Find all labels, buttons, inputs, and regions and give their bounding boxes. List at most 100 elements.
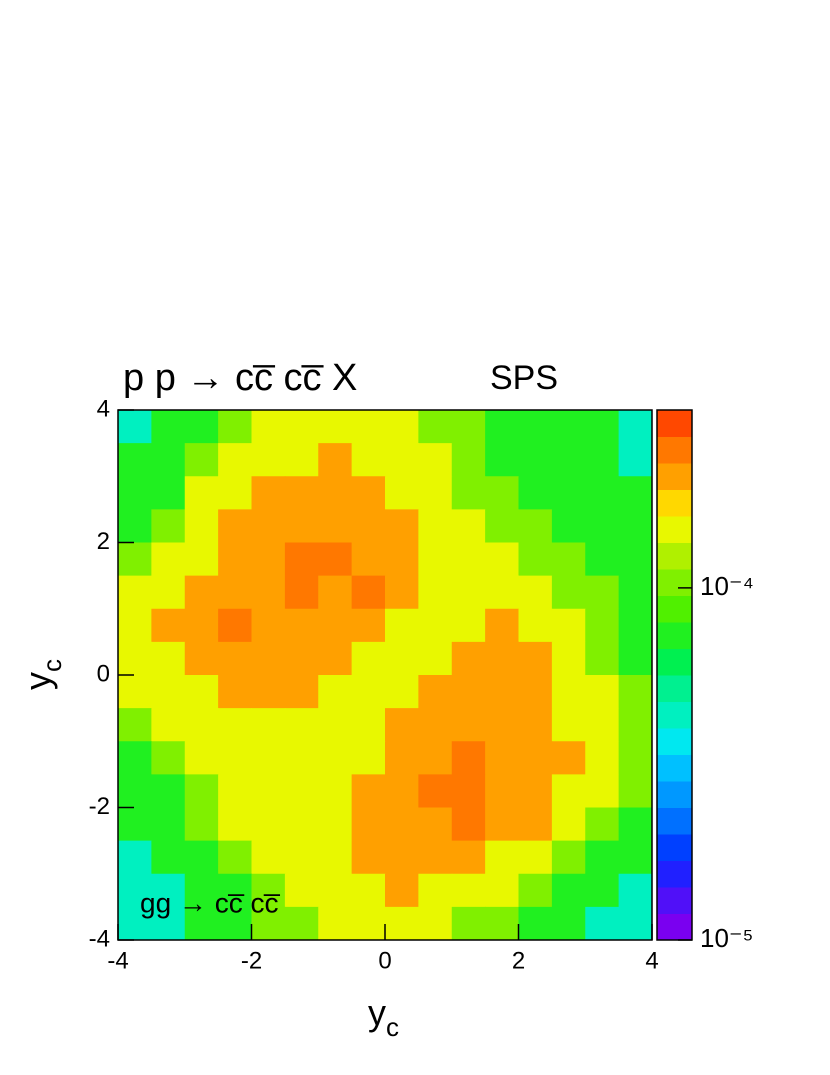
heat-cell — [351, 807, 386, 842]
heat-cell — [451, 443, 486, 477]
heat-cell — [518, 741, 553, 775]
heat-cell — [585, 509, 620, 543]
colorbar-band — [657, 781, 692, 808]
heat-cell — [184, 509, 219, 543]
heat-cell — [251, 476, 286, 510]
heat-cell — [251, 708, 286, 742]
heat-cell — [284, 476, 319, 510]
heat-cell — [118, 575, 152, 610]
heat-cell — [151, 840, 186, 875]
heat-cell — [318, 476, 353, 510]
heat-cell — [518, 675, 553, 709]
heat-cell — [518, 509, 553, 543]
heat-cell — [251, 443, 286, 477]
heat-cell — [451, 509, 486, 543]
heat-cell — [551, 476, 586, 510]
heat-cell — [284, 840, 319, 875]
heat-cell — [518, 641, 553, 676]
heat-cell — [318, 443, 353, 477]
heat-cell — [518, 774, 553, 808]
heat-cell — [218, 774, 252, 808]
heat-cell — [418, 410, 453, 444]
colorbar-band — [657, 595, 692, 623]
heat-cell — [351, 774, 386, 808]
heat-cell — [451, 608, 486, 643]
heat-cell — [551, 575, 586, 610]
heat-cell — [218, 807, 252, 842]
heat-cell — [251, 542, 286, 577]
heat-cell — [184, 641, 219, 676]
y-tick-label: 4 — [97, 395, 110, 422]
heat-cell — [318, 906, 353, 941]
heat-cell — [451, 675, 486, 709]
heat-cell — [585, 906, 620, 941]
heat-cell — [585, 774, 620, 808]
colorbar-band — [657, 754, 692, 782]
heat-cell — [318, 641, 353, 676]
heat-cell — [284, 873, 319, 908]
heat-cell — [451, 410, 486, 444]
heat-cell — [318, 708, 353, 742]
heat-cell — [618, 807, 653, 842]
heat-cell — [385, 675, 419, 709]
colorbar-band — [657, 913, 692, 941]
heat-cell — [518, 708, 553, 742]
heat-cell — [151, 774, 186, 808]
heat-cell — [585, 708, 620, 742]
heat-cell — [485, 410, 519, 444]
heat-cell — [351, 641, 386, 676]
x-tick-label: 4 — [645, 947, 658, 974]
heat-cell — [518, 542, 553, 577]
heat-cell — [151, 741, 186, 775]
heat-cell — [551, 774, 586, 808]
colorbar-band — [657, 834, 692, 861]
heat-cell — [118, 708, 152, 742]
heat-cell — [118, 410, 152, 444]
heat-cell — [551, 641, 586, 676]
heat-cell — [351, 476, 386, 510]
heat-cell — [418, 443, 453, 477]
heat-cell — [118, 476, 152, 510]
heat-cell — [151, 509, 186, 543]
heat-cell — [385, 443, 419, 477]
heat-cell — [184, 840, 219, 875]
heat-cell — [118, 807, 152, 842]
heat-cell — [385, 641, 419, 676]
heat-cell — [151, 641, 186, 676]
colorbar-band — [657, 463, 692, 490]
chart-subtitle: SPS — [490, 359, 558, 397]
heat-cell — [284, 509, 319, 543]
heat-cell — [318, 873, 353, 908]
heat-cell — [551, 741, 586, 775]
heat-cell — [585, 443, 620, 477]
colorbar-band — [657, 569, 692, 596]
heat-cell — [518, 443, 553, 477]
heat-cell — [351, 608, 386, 643]
heat-cell — [551, 509, 586, 543]
heat-cell — [485, 741, 519, 775]
heat-cell — [184, 675, 219, 709]
heat-cell — [351, 873, 386, 908]
heat-cell — [551, 675, 586, 709]
heat-cell — [251, 840, 286, 875]
heat-cell — [218, 509, 252, 543]
heat-cell — [551, 873, 586, 908]
heat-cell — [451, 906, 486, 941]
heat-cell — [485, 443, 519, 477]
heat-cell — [184, 807, 219, 842]
heat-cell — [451, 542, 486, 577]
heat-cell — [184, 741, 219, 775]
heat-cell — [485, 675, 519, 709]
heat-cell — [318, 675, 353, 709]
heat-cell — [151, 410, 186, 444]
heat-cell — [118, 509, 152, 543]
heat-cell — [351, 410, 386, 444]
heatmap — [118, 410, 653, 941]
heat-cell — [485, 840, 519, 875]
colorbar-band — [657, 860, 692, 888]
heat-cell — [284, 741, 319, 775]
heat-cell — [184, 575, 219, 610]
heat-cell — [585, 741, 620, 775]
heat-cell — [451, 476, 486, 510]
